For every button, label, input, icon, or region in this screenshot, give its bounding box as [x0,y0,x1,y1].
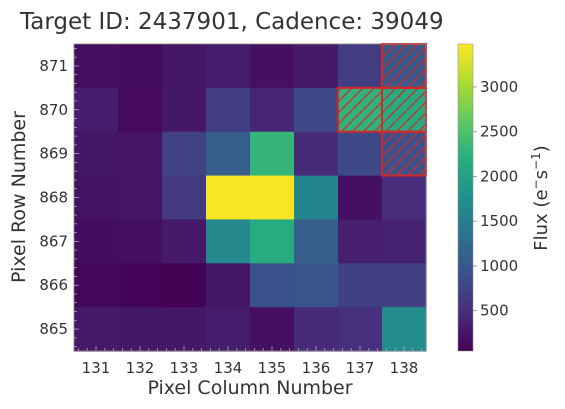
colorbar-tick-label: 1000 [480,257,518,275]
heatmap-cell [74,307,119,352]
heatmap-cell [206,44,251,89]
heatmap-cell [250,219,295,264]
aperture-mask [337,43,427,177]
heatmap-cell [382,219,427,264]
heatmap-cell [294,219,339,264]
heatmap-cell [382,263,427,308]
colorbar-tick-label: 3000 [480,78,518,96]
heatmap-cell [250,131,295,177]
heatmap-cell [74,87,119,133]
heatmap-cell [338,307,383,352]
heatmap-cell [162,131,207,177]
heatmap-cell [338,44,383,89]
heatmap-cell [250,87,295,133]
y-tick-label: 869 [39,145,68,163]
heatmap-cell [338,219,383,264]
x-tick-labels: 131 132 133 134 135 136 137 138 [82,359,419,377]
colorbar-tick-label: 2000 [480,167,518,185]
x-tick-label: 136 [302,359,331,377]
heatmap-cell [250,175,295,221]
y-axis-label: Pixel Row Number [8,111,30,283]
x-tick-label: 134 [214,359,243,377]
heatmap-cell [338,175,383,221]
x-tick-label: 135 [258,359,287,377]
y-tick-label: 871 [39,57,68,75]
minor-ticks [74,48,422,351]
y-tick-label: 867 [39,232,68,250]
aperture-hatch [382,87,426,132]
x-tick-label: 138 [390,359,419,377]
heatmap-cell [118,131,163,177]
heatmap-cell [162,263,207,308]
heatmap-cell [206,87,251,133]
heatmap-cell [294,307,339,352]
heatmap-cell [118,44,163,89]
heatmap-cell [162,307,207,352]
heatmap-cell [118,263,163,308]
heatmap-cell [338,263,383,308]
heatmap-cell [206,131,251,177]
y-tick-label: 866 [39,276,68,294]
heatmap-cell [74,131,119,177]
heatmap-cell [206,263,251,308]
aperture-hatch [382,131,426,176]
aperture-hatch [338,87,382,132]
y-tick-label: 868 [39,189,68,207]
heatmap-cell [162,87,207,133]
heatmap-cell [382,175,427,221]
y-tick-labels: 865 866 867 868 869 870 871 [39,57,68,338]
heatmap-cell [74,175,119,221]
x-tick-label: 131 [82,359,111,377]
heatmap-cell [338,131,383,177]
heatmap-cell [74,44,119,89]
heatmap-cell [206,307,251,352]
heatmap-cell [250,307,295,352]
heatmap-cell [74,263,119,308]
heatmap-cell [294,131,339,177]
heatmap-cell [162,175,207,221]
colorbar-tick-label: 1500 [480,212,518,230]
colorbar-label: Flux (e−s−1) [529,145,552,250]
x-tick-label: 137 [346,359,375,377]
colorbar-ticks: 500 1000 1500 2000 2500 3000 [473,78,518,320]
heatmap-cell [162,219,207,264]
heatmap-cell [206,175,251,221]
colorbar-tick-label: 2500 [480,123,518,141]
heatmap-cell [294,263,339,308]
heatmap-cell [118,175,163,221]
heatmap-cell [382,307,427,352]
y-tick-label: 865 [39,320,68,338]
heatmap-cell [74,219,119,264]
x-tick-label: 132 [126,359,155,377]
x-axis-label: Pixel Column Number [147,377,352,399]
colorbar-tick-label: 500 [480,302,509,320]
aperture-hatch [382,44,426,88]
heatmap-cell [294,87,339,133]
heatmap-cell [118,307,163,352]
x-tick-label: 133 [170,359,199,377]
heatmap-cell [162,44,207,89]
heatmap-cell [118,219,163,264]
heatmap-cell [294,175,339,221]
heatmap-cell [294,44,339,89]
heatmap-cell [250,263,295,308]
colorbar [457,43,474,352]
heatmap-cell [250,44,295,89]
heatmap-cell [118,87,163,133]
chart-title: Target ID: 2437901, Cadence: 39049 [19,9,444,35]
y-tick-label: 870 [39,101,68,119]
heatmap-cell [206,219,251,264]
